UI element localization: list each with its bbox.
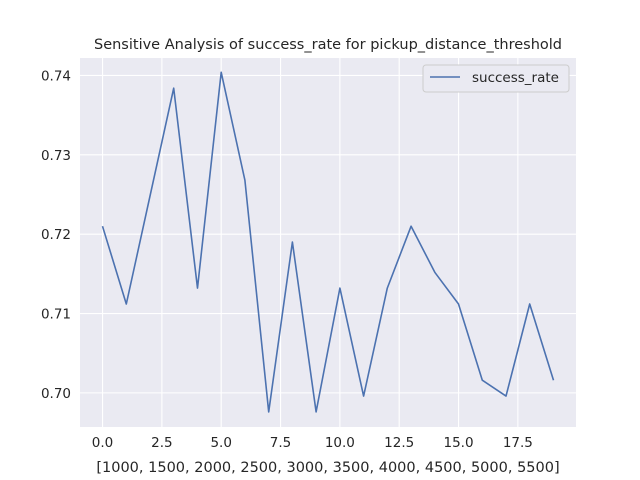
x-tick-label: 0.0 (92, 435, 113, 451)
x-tick-label: 5.0 (210, 435, 231, 451)
x-tick-label: 7.5 (270, 435, 291, 451)
legend-box (422, 64, 570, 93)
series-line-success-rate (101, 71, 555, 413)
x-tick-labels: 0.0 2.5 5.0 7.5 10.0 12.5 15.0 17.5 (92, 435, 533, 451)
x-tick-label: 12.5 (384, 435, 414, 451)
plot-area (80, 58, 576, 427)
y-tick-label: 0.70 (41, 386, 71, 402)
x-tick-label: 17.5 (503, 435, 533, 451)
x-tick-label: 15.0 (443, 435, 473, 451)
y-tick-label: 0.73 (41, 148, 71, 164)
x-tick-label: 2.5 (151, 435, 172, 451)
chart-title: Sensitive Analysis of success_rate for p… (94, 37, 562, 53)
x-axis-label: [1000, 1500, 2000, 2500, 3000, 3500, 400… (96, 460, 559, 476)
y-tick-label: 0.74 (41, 68, 71, 84)
legend-label-success-rate: success_rate (472, 70, 559, 86)
x-tick-label: 10.0 (325, 435, 355, 451)
y-tick-labels: 0.70 0.71 0.72 0.73 0.74 (41, 68, 71, 401)
y-tick-label: 0.71 (41, 307, 71, 323)
legend: success_rate (422, 64, 570, 93)
y-tick-label: 0.72 (41, 227, 71, 243)
series-layer (101, 71, 555, 413)
